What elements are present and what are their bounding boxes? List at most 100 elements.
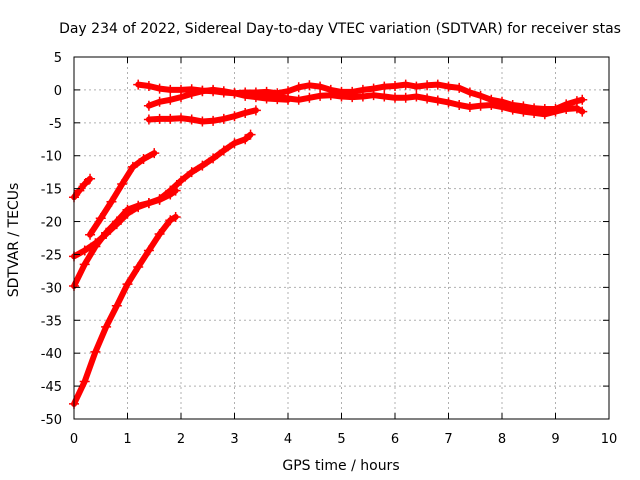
data-point <box>390 80 400 91</box>
data-point <box>464 87 475 98</box>
x-tick-label: 5 <box>337 432 345 447</box>
series-4 <box>69 211 181 409</box>
y-tick-label: -5 <box>49 117 62 132</box>
data-point <box>143 198 154 209</box>
data-point <box>111 300 122 311</box>
data-point <box>154 83 165 94</box>
data-point <box>79 245 90 256</box>
data-point <box>208 153 219 164</box>
data-point <box>475 90 486 101</box>
y-tick-label: -40 <box>41 347 62 362</box>
data-point <box>245 129 256 140</box>
y-tick-label: -25 <box>41 248 62 263</box>
series-0 <box>69 173 96 203</box>
data-point <box>283 93 293 104</box>
data-point <box>74 185 85 196</box>
data-point <box>133 79 144 90</box>
y-tick-label: 0 <box>54 84 62 99</box>
x-tick-label: 0 <box>70 432 78 447</box>
data-point <box>176 175 186 186</box>
data-point <box>229 138 240 149</box>
data-point <box>101 227 112 238</box>
data-point <box>165 215 176 226</box>
axes: 0 1 2 3 4 5 6 7 8 9 10 5 0 -5 -10 -15 -20 -25 -30 -35 -40 -45… <box>41 51 618 447</box>
data-point <box>186 167 197 178</box>
x-tick-label: 1 <box>123 432 131 447</box>
data-point <box>165 84 176 95</box>
x-tick-label: 2 <box>177 432 185 447</box>
x-tick-label: 9 <box>551 432 559 447</box>
x-tick-label: 10 <box>601 432 618 447</box>
data-point <box>518 106 529 117</box>
series-1 <box>85 148 160 240</box>
data-point <box>240 107 251 118</box>
data-point <box>79 179 90 190</box>
data-point <box>250 87 261 98</box>
data-point <box>454 82 465 93</box>
data-point <box>165 113 176 124</box>
data-point <box>390 92 400 103</box>
x-tick-label: 6 <box>391 432 399 447</box>
data-point <box>475 100 486 111</box>
data-point <box>325 90 336 101</box>
data-point <box>422 80 433 91</box>
data-point <box>229 111 240 122</box>
data-point <box>90 346 101 357</box>
data-point <box>550 106 561 117</box>
data-point <box>154 113 165 124</box>
data-point <box>143 114 154 125</box>
data-point <box>454 100 465 111</box>
data-point <box>400 79 411 90</box>
data-point <box>101 321 112 332</box>
y-tick-label: -20 <box>41 216 62 231</box>
data-point <box>85 229 96 240</box>
data-point <box>165 94 176 105</box>
series-line <box>71 175 93 201</box>
data-point <box>379 81 390 92</box>
data-point <box>304 92 315 103</box>
data-point <box>443 81 454 92</box>
data-point <box>315 90 326 101</box>
series-5 <box>143 105 261 127</box>
data-point <box>443 97 454 108</box>
data-point <box>218 113 229 124</box>
data-point <box>272 91 283 102</box>
y-axis-title: SDTVAR / TECUs <box>6 183 22 298</box>
data-point <box>127 161 138 172</box>
data-point <box>106 196 117 207</box>
data-point <box>293 94 304 105</box>
data-point <box>197 160 208 171</box>
y-tick-label: 5 <box>54 51 62 66</box>
data-point <box>577 94 588 105</box>
data-point <box>186 84 197 95</box>
y-tick-label: -50 <box>41 413 62 428</box>
data-point <box>95 213 106 224</box>
data-point <box>218 145 229 156</box>
data-point <box>208 86 219 97</box>
data-point <box>85 173 96 184</box>
data-point <box>250 105 261 116</box>
data-point <box>170 185 181 196</box>
data-point <box>90 241 101 252</box>
data-point <box>411 91 422 102</box>
y-tick-label: -15 <box>41 183 62 198</box>
data-point <box>304 80 315 91</box>
data-point <box>411 81 422 92</box>
data-point <box>571 103 582 114</box>
grid <box>74 57 609 419</box>
data-point <box>143 100 154 111</box>
data-point <box>197 116 208 127</box>
series-8 <box>261 90 588 120</box>
data-point <box>197 85 208 96</box>
data-point <box>315 81 326 92</box>
data-point <box>261 90 272 101</box>
data-point <box>577 106 588 117</box>
data-point <box>432 79 443 90</box>
data-point <box>229 88 240 99</box>
data-point <box>507 104 518 115</box>
data-point <box>357 91 368 102</box>
data-point <box>79 259 90 270</box>
data-point <box>122 279 133 290</box>
chart-title: Day 234 of 2022, Sidereal Day-to-day VTE… <box>59 21 621 37</box>
data-point <box>432 95 443 106</box>
